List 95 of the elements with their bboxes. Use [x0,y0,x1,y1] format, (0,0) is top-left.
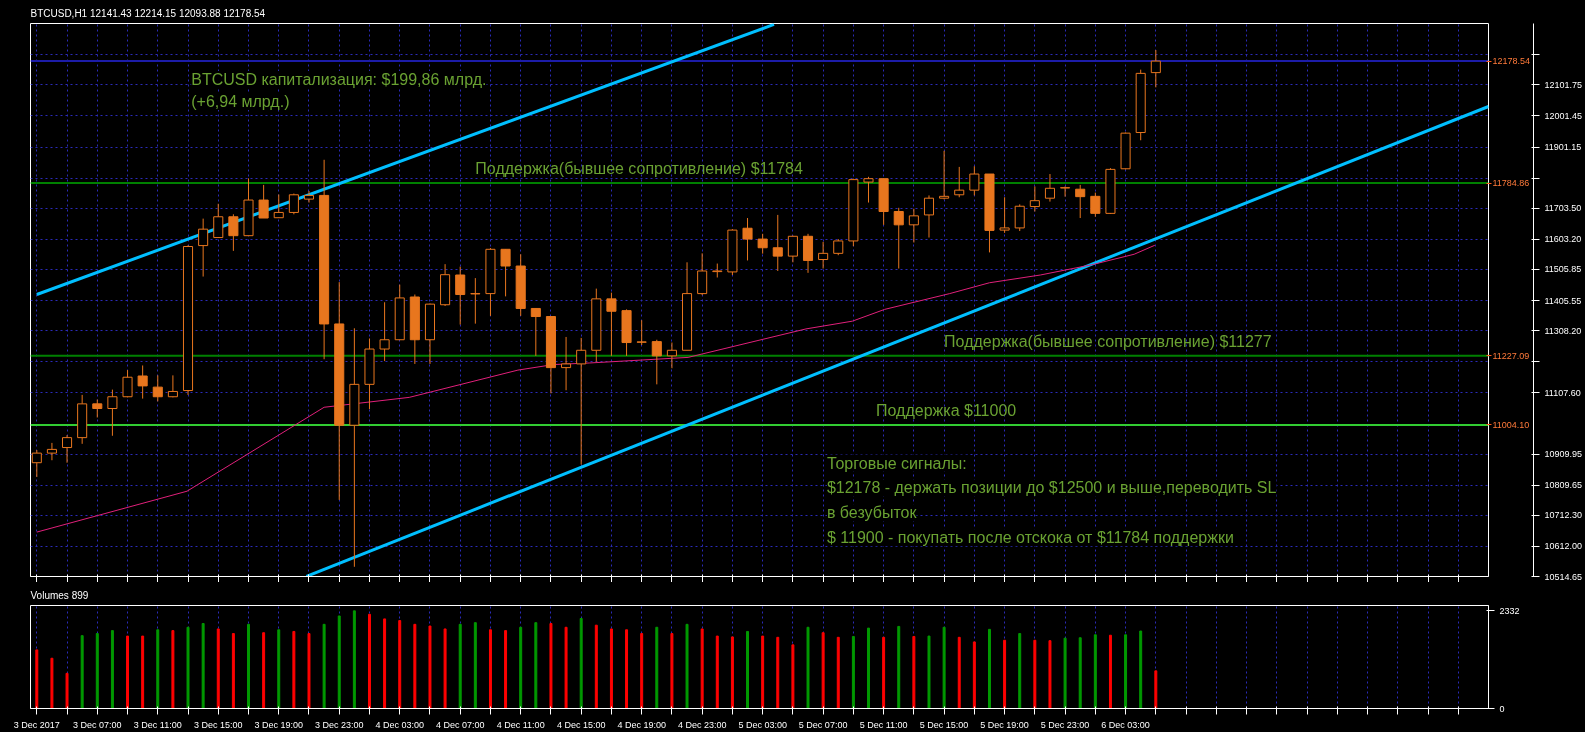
ref-line-label: 11784.86 [1492,178,1530,189]
x-tick-label: 3 Dec 23:00 [314,719,364,730]
x-tick-label: 5 Dec 23:00 [1040,719,1090,730]
candlestick [1090,192,1101,218]
annotation: $ 11900 - покупать после отскока от $11784 поддержки [826,529,1234,547]
candlestick [651,339,662,385]
candlestick [470,277,481,325]
y-tick-label: 0 [1499,703,1505,714]
candlestick [137,364,148,400]
candlestick [122,369,133,398]
candlestick [213,203,224,239]
x-tick-label: 4 Dec 15:00 [556,719,606,730]
annotation: Поддержка $11000 [876,401,1017,419]
y-tick-label: 12001.45 [1544,110,1583,121]
candlestick [863,176,874,204]
candlestick [303,190,315,204]
candlestick [379,301,390,362]
candlestick [1044,173,1055,203]
candlestick [1014,203,1025,232]
candlestick [787,235,798,263]
candlestick [636,319,647,346]
candlestick [1150,49,1161,88]
candlestick [46,442,57,461]
annotation: Поддержка(бывшее сопротивление) $11784 [475,160,803,178]
x-tick-label: 5 Dec 11:00 [859,719,908,730]
x-tick-label: 5 Dec 19:00 [980,719,1029,730]
candlestick [1075,184,1086,219]
candlestick [697,252,708,296]
y-tick-label: 11107.60 [1544,387,1581,398]
candlestick [908,208,919,243]
ref-line-label: 11227.09 [1492,350,1530,361]
x-tick-label: 4 Dec 07:00 [435,719,485,730]
y-tick-label: 11901.15 [1544,142,1582,153]
annotation: Торговые сигналы: [826,454,967,472]
x-tick-label: 4 Dec 23:00 [677,719,727,730]
candlestick [954,166,965,198]
x-tick-label: 4 Dec 11:00 [496,719,545,730]
x-tick-label: 6 Dec 03:00 [1101,719,1150,730]
candlestick [500,248,511,297]
annotation: Поддержка(бывшее сопротивление) $11277 [944,332,1272,350]
candlestick [198,218,209,278]
candlestick [742,217,753,261]
ref-line-label: 12178.54 [1492,56,1531,67]
annotation: в безубыток [826,504,918,522]
y-tick-label: 11603.20 [1544,234,1582,245]
x-tick-label: 4 Dec 19:00 [617,719,666,730]
y-tick-label: 2332 [1499,605,1520,616]
x-tick-label: 3 Dec 19:00 [254,719,304,730]
candlestick [818,241,829,270]
y-tick-label: 11308.20 [1544,325,1582,336]
y-tick-label: 11703.50 [1544,203,1582,214]
candlestick [923,194,935,239]
x-tick-label: 3 Dec 11:00 [133,719,182,730]
candlestick [757,233,768,255]
x-tick-label: 5 Dec 03:00 [738,719,787,730]
candlestick [772,214,783,272]
candlestick [530,307,541,357]
x-tick-label: 4 Dec 03:00 [375,719,425,730]
candlestick [1060,185,1071,198]
annotation: (+6,94 млрд.) [191,93,290,111]
candlestick [31,449,42,478]
candlestick [107,389,118,437]
candlestick [999,196,1010,234]
chart-title: Volumes 899 [30,589,89,601]
candlestick [893,207,904,270]
annotation: $12178 - держать позиции до $12500 и выше,переводить SL [826,479,1277,497]
candlestick [606,292,617,357]
candlestick [576,337,587,466]
y-tick-label: 11405.55 [1544,295,1582,306]
y-tick-label: 12101.75 [1544,79,1583,90]
y-tick-label: 10909.95 [1544,449,1583,460]
candlestick [666,342,677,369]
x-tick-label: 3 Dec 15:00 [194,719,243,730]
x-tick-label: 3 Dec 2017 [13,719,60,730]
candlestick [228,213,239,252]
candlestick [969,165,980,196]
chart-title: BTCUSD,H1 12141.43 12214.15 12093.88 12178.54 [30,7,266,19]
x-tick-label: 5 Dec 15:00 [919,719,969,730]
candlestick [273,193,284,219]
candlestick [455,266,466,326]
candlestick [152,374,163,402]
y-tick-label: 10612.00 [1544,541,1583,552]
candlestick [939,150,950,200]
y-tick-label: 10514.65 [1544,571,1583,582]
candlestick [258,184,269,219]
y-tick-label: 10809.65 [1544,480,1583,491]
candlestick [62,434,73,464]
x-tick-label: 5 Dec 07:00 [798,719,848,730]
candlestick [561,336,572,391]
annotation: BTCUSD капитализация: $199,86 млрд. [191,70,487,88]
x-tick-label: 3 Dec 07:00 [73,719,122,730]
y-tick-label: 11505.85 [1544,264,1582,275]
ref-line-label: 11004.10 [1492,419,1530,430]
y-tick-label: 10712.30 [1544,510,1583,521]
candlestick [1029,185,1040,213]
